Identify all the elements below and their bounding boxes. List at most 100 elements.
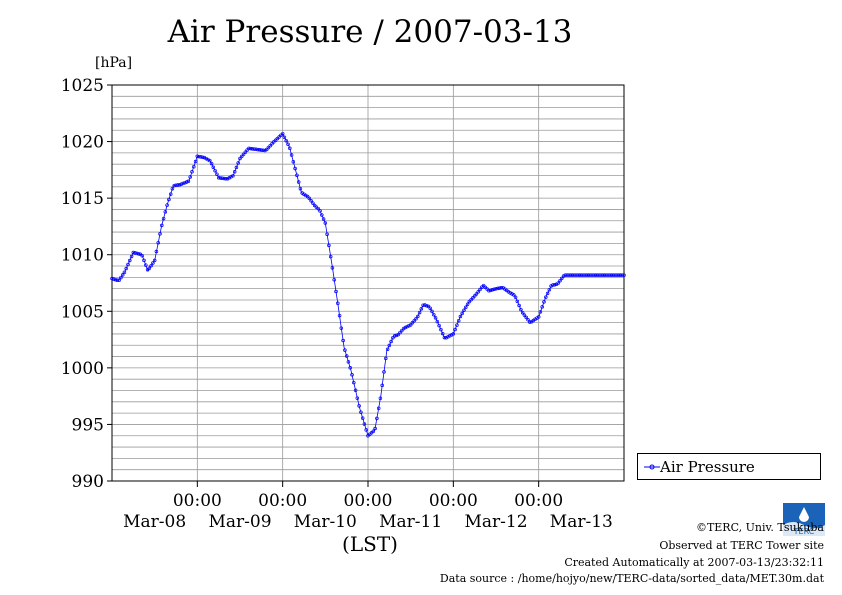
y-axis-unit-label: [hPa] <box>95 55 133 71</box>
data-point <box>184 180 189 184</box>
data-point <box>149 263 153 268</box>
data-point <box>620 273 624 277</box>
terc-logo-icon: TERC <box>783 503 825 536</box>
data-source-text: Data source : /home/hojyo/new/TERC-data/… <box>439 572 824 585</box>
data-point <box>528 320 532 324</box>
data-point <box>583 273 587 277</box>
data-point <box>112 277 116 281</box>
data-point <box>552 282 557 287</box>
data-point <box>330 266 335 270</box>
data-point <box>117 278 121 283</box>
data-point <box>378 396 383 400</box>
data-point <box>609 273 614 277</box>
data-point <box>120 273 125 277</box>
data-point <box>433 316 438 320</box>
data-point <box>478 287 482 292</box>
data-point <box>296 180 301 184</box>
x-tick-date-label: Mar-08 <box>123 512 186 532</box>
data-point <box>456 318 461 323</box>
data-point <box>241 152 246 157</box>
chart-grid <box>111 84 625 482</box>
data-point <box>133 251 137 255</box>
data-point <box>526 318 530 322</box>
data-point <box>387 343 392 348</box>
legend-label: Air Pressure <box>660 458 755 476</box>
data-point <box>464 305 468 310</box>
data-point <box>122 270 127 274</box>
data-point <box>442 335 447 340</box>
data-point <box>158 232 162 236</box>
data-point <box>199 155 203 159</box>
data-point <box>565 273 569 277</box>
data-point <box>250 147 255 151</box>
data-point <box>599 273 603 277</box>
data-point <box>204 156 208 161</box>
data-point <box>264 147 269 152</box>
data-point <box>152 258 157 263</box>
data-point <box>417 310 422 315</box>
data-point <box>567 273 571 277</box>
data-point <box>229 174 233 179</box>
data-point <box>428 306 432 310</box>
data-point <box>416 314 420 319</box>
legend-marker-icon <box>644 464 660 470</box>
data-point <box>613 273 617 277</box>
data-point <box>174 183 178 188</box>
data-point <box>618 273 623 277</box>
x-tick-date-label: Mar-13 <box>550 512 613 532</box>
data-point <box>346 360 351 364</box>
data-point <box>371 429 376 434</box>
data-point <box>334 289 338 294</box>
data-point <box>524 315 528 320</box>
data-point <box>426 304 431 309</box>
data-point <box>337 313 342 318</box>
data-point <box>460 311 464 316</box>
data-point <box>391 335 395 340</box>
data-point <box>517 303 521 308</box>
data-point <box>197 154 201 159</box>
data-point <box>510 292 514 296</box>
y-tick-label: 1000 <box>61 359 104 379</box>
data-point <box>588 273 592 277</box>
data-point <box>202 155 207 160</box>
data-point <box>231 173 235 178</box>
svg-text:TERC: TERC <box>793 527 815 536</box>
data-point <box>208 158 212 163</box>
data-point <box>259 148 264 152</box>
data-point <box>110 276 114 281</box>
data-point <box>128 258 132 263</box>
data-point <box>476 290 480 294</box>
data-point <box>403 325 408 330</box>
data-point <box>311 201 315 205</box>
data-point <box>176 183 180 187</box>
data-point <box>168 192 173 196</box>
data-point <box>165 203 169 207</box>
data-point <box>147 266 152 271</box>
data-point <box>252 147 256 151</box>
data-point <box>538 310 543 314</box>
data-point <box>513 295 518 300</box>
data-point <box>611 273 616 277</box>
data-point <box>190 170 194 174</box>
data-point <box>119 275 123 280</box>
data-point <box>131 250 136 255</box>
data-point <box>350 373 354 377</box>
x-tick-date-label: Mar-10 <box>294 512 357 532</box>
data-point <box>615 273 619 277</box>
data-point <box>440 331 445 336</box>
data-point <box>444 335 448 340</box>
data-point <box>455 323 459 327</box>
data-point <box>497 286 502 290</box>
y-tick-label: 1005 <box>61 302 104 322</box>
data-point <box>469 297 473 302</box>
data-point <box>462 308 466 313</box>
data-point <box>593 273 598 277</box>
data-point <box>520 310 525 315</box>
data-point <box>453 327 457 332</box>
data-point <box>339 326 344 330</box>
data-point <box>586 273 591 277</box>
x-tick-time-label: 00:00 <box>258 491 307 511</box>
data-point <box>568 273 573 277</box>
copyright-text: ©TERC, Univ. Tsukuba <box>695 521 824 534</box>
